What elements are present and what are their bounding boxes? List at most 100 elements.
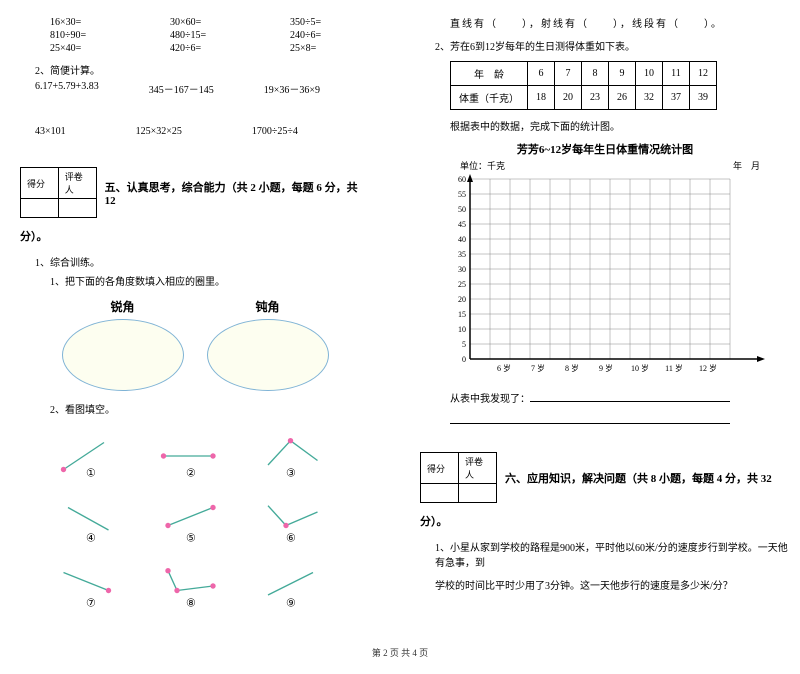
expr: 240÷6= [290,30,370,41]
section-5-fen: 分）。 [20,228,370,244]
shape-2: ② [150,431,240,481]
td: 37 [663,86,690,110]
grader-blank [58,199,96,218]
left-column: 16×30=30×60=350÷5= 810÷90=480÷15=240÷6= … [20,15,370,626]
td: 32 [636,86,663,110]
td: 23 [582,86,609,110]
shape-7: ⑦ [50,561,140,611]
expr: 125×32×25 [136,126,182,137]
table-note: 根据表中的数据，完成下面的统计图。 [450,118,790,133]
expr: 1700÷25÷4 [252,126,298,137]
chart-sub: 单位：千克 年 月 [460,159,760,172]
shape-4: ④ [50,496,140,546]
svg-text:6 岁: 6 岁 [497,363,511,373]
th: 8 [582,62,609,86]
expr: 345－167－145 [149,81,214,96]
num-5: ⑤ [186,533,196,545]
discover-label: 从表中我发现了： [450,394,530,405]
num-2: ② [186,468,196,480]
svg-text:55: 55 [458,190,466,199]
score-header: 得分 [21,168,59,199]
mental-math-block: 16×30=30×60=350÷5= 810÷90=480÷15=240÷6= … [20,17,370,54]
grader-header: 评卷人 [58,168,96,199]
td: 26 [609,86,636,110]
expr: 6.17+5.79+3.83 [35,81,99,96]
obtuse-group: 钝角 [207,298,329,391]
score-table: 得分评卷人 [20,167,97,218]
date-label: 年 月 [733,159,760,172]
svg-text:7 岁: 7 岁 [531,363,545,373]
expr: 420÷6= [170,43,250,54]
score-table-6: 得分评卷人 [420,452,497,503]
shapes-grid: ① ② ③ ④ ⑤ ⑥ ⑦ ⑧ ⑨ [50,431,340,611]
num-4: ④ [86,533,96,545]
acute-oval [62,319,184,391]
discover-line: 从表中我发现了： [450,390,790,405]
section-6-header: 得分评卷人 六、应用知识，解决问题（共 8 小题，每题 4 分，共 32 [420,452,790,503]
q6-1b: 学校的时间比平时少用了3分钟。这一天他步行的速度是多少米/分？ [435,577,790,592]
svg-text:25: 25 [458,280,466,289]
acute-group: 锐角 [62,298,184,391]
expr: 480÷15= [170,30,250,41]
svg-text:60: 60 [458,175,466,184]
calc-block: 6.17+5.79+3.83 345－167－145 19×36－36×9 43×1… [20,81,370,137]
line-question: 直线有（ ），射线有（ ），线段有（ ）。 [450,15,790,30]
section-5-title: 五、认真思考，综合能力（共 2 小题，每题 6 分，共 12 [105,179,370,207]
svg-text:40: 40 [458,235,466,244]
q2: 2、芳在6到12岁每年的生日测得体重如下表。 [435,38,790,53]
th-age: 年 龄 [451,62,528,86]
acute-label: 锐角 [62,298,184,315]
grader-blank [459,484,497,503]
td: 18 [528,86,555,110]
num-3: ③ [286,468,296,480]
svg-text:15: 15 [458,310,466,319]
th: 12 [690,62,717,86]
svg-text:35: 35 [458,250,466,259]
score-blank [21,199,59,218]
num-7: ⑦ [86,598,96,610]
svg-text:12 岁: 12 岁 [699,363,717,373]
q1: 1、综合训练。 [35,254,370,269]
expr: 16×30= [50,17,130,28]
expr: 19×36－36×9 [264,81,320,96]
th-weight: 体重（千克） [451,86,528,110]
svg-text:0: 0 [462,355,466,364]
expr: 43×101 [35,126,66,137]
svg-text:10 岁: 10 岁 [631,363,649,373]
expr: 25×40= [50,43,130,54]
expr: 350÷5= [290,17,370,28]
td: 39 [690,86,717,110]
th: 6 [528,62,555,86]
blank-line [530,391,730,402]
chart-title: 芳芳6~12岁每年生日体重情况统计图 [420,141,790,157]
page-footer: 第 2 页 共 4 页 [20,646,780,659]
svg-text:5: 5 [462,340,466,349]
svg-text:9 岁: 9 岁 [599,363,613,373]
num-9: ⑨ [286,598,296,610]
chart: 605550454035302520151050 6 岁7 岁8 岁9 岁10 … [440,174,770,384]
chart-svg: 605550454035302520151050 6 岁7 岁8 岁9 岁10 … [440,174,770,384]
score-header: 得分 [421,453,459,484]
shape-3: ③ [250,431,340,481]
obtuse-label: 钝角 [207,298,329,315]
shape-5: ⑤ [150,496,240,546]
right-column: 直线有（ ），射线有（ ），线段有（ ）。 2、芳在6到12岁每年的生日测得体重… [420,15,790,626]
svg-text:30: 30 [458,265,466,274]
th: 9 [609,62,636,86]
th: 10 [636,62,663,86]
q1-2: 2、看图填空。 [50,401,370,416]
obtuse-oval [207,319,329,391]
shape-1: ① [50,431,140,481]
th: 11 [663,62,690,86]
section-6-fen: 分）。 [420,513,790,529]
q2-label: 2、简便计算。 [35,62,370,77]
q1-1: 1、把下面的各角度数填入相应的圈里。 [50,273,370,288]
shape-6: ⑥ [250,496,340,546]
section-6-title: 六、应用知识，解决问题（共 8 小题，每题 4 分，共 32 [505,470,772,486]
svg-text:45: 45 [458,220,466,229]
svg-text:10: 10 [458,325,466,334]
expr: 25×8= [290,43,370,54]
blank-line-2 [450,413,790,427]
num-8: ⑧ [186,598,196,610]
svg-text:50: 50 [458,205,466,214]
